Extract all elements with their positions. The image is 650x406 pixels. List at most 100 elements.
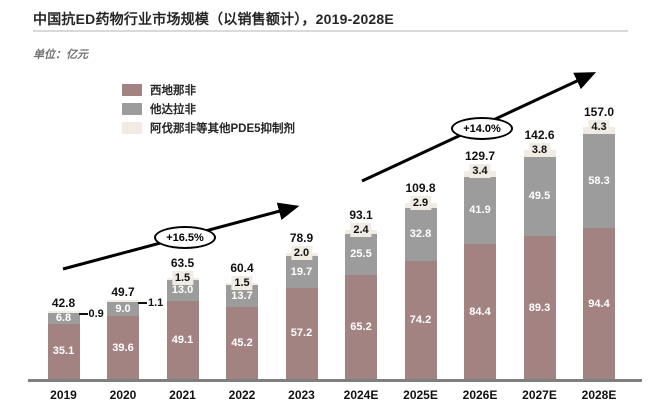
segment-tadalafil: 41.9 <box>464 176 496 245</box>
x-axis-tick-2026E: 2026E <box>462 388 498 402</box>
bar-group-2023: 19.7 57.2 2.0 78.9 2023 <box>285 231 318 402</box>
total-value-label: 157.0 <box>583 105 615 120</box>
segment-sildenafil: 49.1 <box>166 300 199 380</box>
segment-value-tadalafil: 58.3 <box>588 174 610 187</box>
segment-tadalafil: 25.5 <box>345 233 377 276</box>
x-axis-tick-2027E: 2027E <box>522 388 557 402</box>
segment-value-sildenafil: 74.2 <box>409 313 432 326</box>
bar-group-2026E: 41.9 84.4 3.4 129.7 2026E <box>463 149 498 402</box>
segment-other-pde5 <box>107 299 139 302</box>
segment-value-other-pde5-leader: 1.1 <box>138 297 163 309</box>
legend-swatch <box>122 83 142 96</box>
legend-swatch <box>122 102 142 115</box>
x-axis-tick-2024E: 2024E <box>343 388 379 402</box>
segment-sildenafil: 45.2 <box>226 307 258 380</box>
bar-group-2021: 13.0 49.1 1.5 63.5 2021 <box>166 256 199 402</box>
leader-line <box>138 301 147 304</box>
segment-value-sildenafil: 49.1 <box>171 333 194 346</box>
segment-sildenafil: 57.2 <box>285 287 318 380</box>
cagr-annotation-left: +16.5% <box>154 226 216 249</box>
page-title: 中国抗ED药物行业市场规模（以销售额计），2019-2028E <box>33 11 394 27</box>
segment-value-tadalafil: 25.5 <box>350 248 372 260</box>
total-value-label: 109.8 <box>405 181 436 196</box>
total-value-label: 49.7 <box>111 284 135 299</box>
bar-group-2019: 6.8 35.1 0.9 42.8 2019 <box>47 296 104 402</box>
x-axis-line <box>28 379 642 382</box>
bar-stack: 6.8 35.1 <box>47 310 80 380</box>
total-value-label: 63.5 <box>170 255 195 270</box>
segment-value-sildenafil: 89.3 <box>528 301 551 314</box>
segment-value-sildenafil: 94.4 <box>588 297 610 310</box>
bar-stack: 32.8 74.2 <box>404 203 437 380</box>
segment-value-other-pde5: 1.1 <box>148 296 164 309</box>
segment-tadalafil: 13.7 <box>226 285 258 308</box>
bar-group-2028E: 58.3 94.4 4.3 157.0 2028E <box>582 105 617 402</box>
legend-item: 西地那非 <box>122 83 295 97</box>
legend-swatch <box>122 121 142 134</box>
segment-value-tadalafil: 32.8 <box>409 227 432 240</box>
bar-stack: 25.5 65.2 <box>345 230 377 380</box>
segment-value-sildenafil: 84.4 <box>469 305 491 318</box>
bar-group-2022: 13.7 45.2 1.5 60.4 2022 <box>226 261 258 402</box>
segment-sildenafil: 35.1 <box>47 323 80 380</box>
segment-value-sildenafil: 45.2 <box>231 337 253 350</box>
segment-sildenafil: 89.3 <box>523 236 556 380</box>
bar-stack: 13.7 45.2 <box>226 282 258 380</box>
segment-value-other-pde5: 1.5 <box>171 270 194 285</box>
segment-tadalafil: 6.8 <box>47 311 80 324</box>
segment-value-tadalafil: 49.5 <box>528 189 551 202</box>
segment-value-tadalafil: 19.7 <box>290 265 313 278</box>
cagr-annotation-right: +14.0% <box>451 117 513 140</box>
x-axis-tick-2021: 2021 <box>169 388 196 402</box>
segment-value-other-pde5: 2.4 <box>350 223 372 238</box>
segment-tadalafil: 9.0 <box>107 301 139 317</box>
x-axis-tick-2022: 2022 <box>228 388 256 402</box>
segment-value-tadalafil: 13.0 <box>171 283 194 296</box>
legend-label: 他达拉非 <box>150 103 196 116</box>
segment-value-tadalafil: 6.8 <box>55 311 72 324</box>
segment-value-other-pde5: 3.4 <box>469 164 491 179</box>
legend-label: 阿伐那非等其他PDE5抑制剂 <box>150 122 296 135</box>
segment-value-tadalafil: 9.0 <box>115 302 131 315</box>
bar-stack: 58.3 94.4 <box>583 127 615 380</box>
legend: 西地那非他达拉非阿伐那非等其他PDE5抑制剂 <box>122 83 295 140</box>
total-value-label: 60.4 <box>230 260 254 275</box>
segment-value-sildenafil: 39.6 <box>112 341 134 354</box>
total-value-label: 42.8 <box>51 295 76 310</box>
total-value-label: 93.1 <box>349 208 373 223</box>
x-axis-tick-2023: 2023 <box>288 388 315 402</box>
segment-value-other-pde5: 2.9 <box>409 196 432 211</box>
segment-other-pde5 <box>47 310 80 313</box>
x-axis-tick-2020: 2020 <box>109 388 137 402</box>
total-value-label: 142.6 <box>524 128 555 143</box>
segment-tadalafil: 19.7 <box>285 256 318 288</box>
segment-value-sildenafil: 35.1 <box>52 345 75 358</box>
legend-label: 西地那非 <box>150 84 196 97</box>
total-value-label: 78.9 <box>289 230 314 245</box>
segment-value-other-pde5: 3.8 <box>528 143 551 158</box>
bar-stack: 41.9 84.4 <box>464 171 496 380</box>
bar-stack: 49.5 89.3 <box>523 150 556 380</box>
segment-value-other-pde5: 2.0 <box>290 245 313 260</box>
segment-value-other-pde5: 1.5 <box>231 275 253 290</box>
bar-group-2020: 9.0 39.6 1.1 49.7 2020 <box>107 285 163 402</box>
x-axis-tick-2019: 2019 <box>50 388 77 402</box>
segment-sildenafil: 65.2 <box>345 275 377 380</box>
bar-stack: 13.0 49.1 <box>166 277 199 380</box>
segment-value-tadalafil: 41.9 <box>469 203 491 216</box>
bar-stack: 9.0 39.6 <box>107 299 139 380</box>
bar-group-2024E: 25.5 65.2 2.4 93.1 2024E <box>344 208 379 402</box>
bar-group-2025E: 32.8 74.2 2.9 109.8 2025E <box>403 181 438 402</box>
x-axis-tick-2025E: 2025E <box>403 388 438 402</box>
title-underline <box>33 30 628 32</box>
bar-group-2027E: 49.5 89.3 3.8 142.6 2027E <box>522 128 557 402</box>
segment-sildenafil: 94.4 <box>583 228 615 380</box>
segment-tadalafil: 13.0 <box>166 280 199 301</box>
legend-item: 他达拉非 <box>122 102 295 116</box>
segment-value-sildenafil: 57.2 <box>290 327 313 340</box>
segment-tadalafil: 32.8 <box>404 207 437 261</box>
segment-value-other-pde5: 4.3 <box>588 120 610 135</box>
segment-sildenafil: 74.2 <box>404 260 437 380</box>
